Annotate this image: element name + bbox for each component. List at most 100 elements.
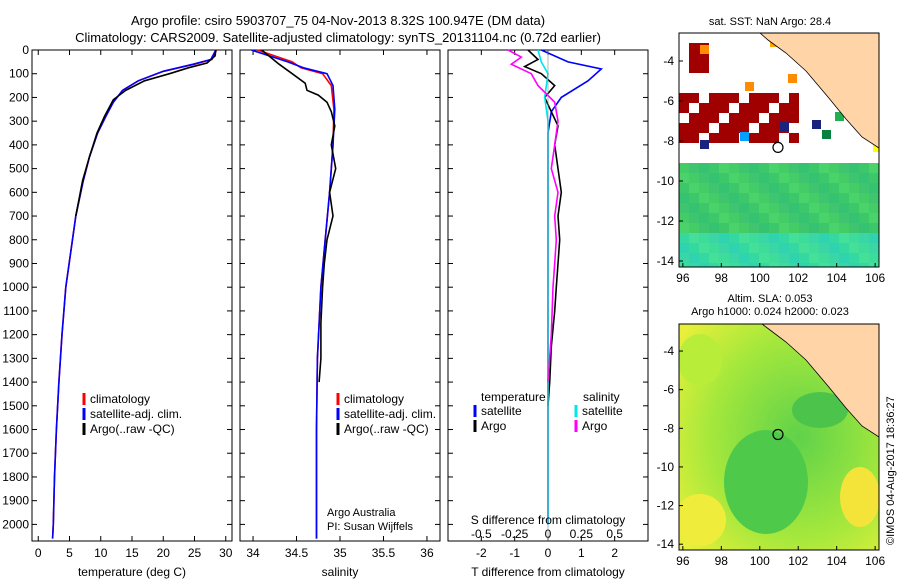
sst-cell [849, 193, 859, 203]
series-line-satellite-adj-clim- [51, 49, 217, 539]
temperature-ticks: 0 5 10 15 20 25 300100200300400500600700800900… [2, 43, 232, 560]
sst-cell [779, 263, 789, 267]
temperature-xlabel: temperature (deg C) [78, 565, 186, 579]
sst-cell [679, 243, 689, 253]
sst-cell [699, 103, 709, 113]
sst-cell [709, 123, 719, 133]
sst-cell [749, 93, 759, 103]
series-line-satellite-adj-clim- [251, 49, 336, 539]
y-tick-label: 1400 [2, 375, 29, 389]
sst-cell [759, 213, 769, 223]
y-tick-label: 1600 [2, 423, 29, 437]
sst-cell [769, 173, 779, 183]
sst-cell [699, 53, 709, 63]
sla-land [761, 324, 879, 438]
sst-cell [699, 193, 709, 203]
sst-cell [839, 183, 849, 193]
sst-map-frame [678, 32, 880, 268]
sst-cell [719, 253, 729, 263]
sst-cell [769, 243, 779, 253]
sst-cell [759, 163, 769, 173]
sst-cell [699, 203, 709, 213]
salinity-legend: climatology satellite-adj. clim. Argo(..… [336, 392, 436, 436]
sst-cell [839, 233, 849, 243]
map-y-tick-label: -4 [663, 54, 674, 68]
sst-cell [769, 123, 779, 133]
sst-map-title: sat. SST: NaN Argo: 28.4 [709, 16, 831, 28]
map-y-tick-label: -10 [657, 174, 675, 188]
sst-cell [789, 243, 799, 253]
legend-label-argo: Argo(..raw -QC) [90, 422, 175, 436]
title-line-2: Climatology: CARS2009. Satellite-adjuste… [75, 30, 601, 45]
sst-cell [719, 183, 729, 193]
sst-cell [689, 63, 699, 73]
difference-lines [507, 49, 604, 541]
sst-cell [809, 213, 819, 223]
sst-cell [709, 103, 719, 113]
x-tick-label: 30 [219, 546, 233, 560]
sst-cell [779, 183, 789, 193]
x-tick-label: 36 [420, 546, 434, 560]
sst-cell [689, 163, 699, 173]
sst-cell [769, 193, 779, 203]
temperature-axes-frame [31, 49, 233, 542]
sst-cell [869, 253, 879, 263]
sst-cell [809, 203, 819, 213]
sst-cell [739, 93, 749, 103]
sst-cell [799, 173, 809, 183]
y-tick-label: 900 [9, 256, 29, 270]
sst-cell [819, 213, 829, 223]
sst-cell [689, 203, 699, 213]
sst-cell [709, 263, 719, 267]
sst-cell [699, 253, 709, 263]
sst-cell [679, 263, 689, 267]
sst-cell [759, 123, 769, 133]
y-tick-label: 1700 [2, 446, 29, 460]
sst-cell [789, 163, 799, 173]
sst-cell [699, 113, 709, 123]
sst-cell [729, 183, 739, 193]
sst-cell [799, 253, 809, 263]
sst-cell [749, 103, 759, 113]
sst-cell [829, 213, 839, 223]
series-line-s-satellite [537, 49, 549, 525]
x-tick-label: 5 [66, 546, 73, 560]
series-line-climatology [51, 49, 218, 539]
sst-cell [699, 173, 709, 183]
sst-cell [799, 263, 809, 267]
sst-cell [759, 203, 769, 213]
sst-cell [869, 233, 879, 243]
salinity-lines [251, 49, 337, 539]
sst-land [759, 33, 879, 149]
sla-map-frame [678, 323, 880, 551]
legend-label-t-satellite: satellite [481, 404, 522, 418]
map-y-tick-label: -8 [663, 134, 674, 148]
sst-cell [789, 193, 799, 203]
x-tick-label: 34.5 [285, 546, 309, 560]
x-tick-label: -2 [476, 546, 487, 560]
x-tick-label: 0 [545, 546, 552, 560]
sst-cell [729, 133, 739, 143]
sst-cell [819, 243, 829, 253]
sst-cell [839, 163, 849, 173]
sst-cell [769, 163, 779, 173]
sst-cell [819, 223, 829, 233]
sst-cell [759, 233, 769, 243]
sst-cell [679, 253, 689, 263]
y-tick-label: 1300 [2, 351, 29, 365]
sst-cell [689, 183, 699, 193]
sst-cell [789, 203, 799, 213]
sst-cell [829, 203, 839, 213]
sst-cell [759, 113, 769, 123]
sst-cell [739, 223, 749, 233]
sst-cell [689, 103, 699, 113]
map-x-tick-label: 102 [788, 554, 808, 568]
y-tick-label: 100 [9, 67, 29, 81]
sst-cell [859, 253, 869, 263]
map-y-tick-label: -4 [663, 344, 674, 358]
sst-cell [739, 243, 749, 253]
sst-cell [759, 133, 769, 143]
sst-cell [819, 263, 829, 267]
sst-cell [839, 173, 849, 183]
sst-cell [679, 123, 689, 133]
